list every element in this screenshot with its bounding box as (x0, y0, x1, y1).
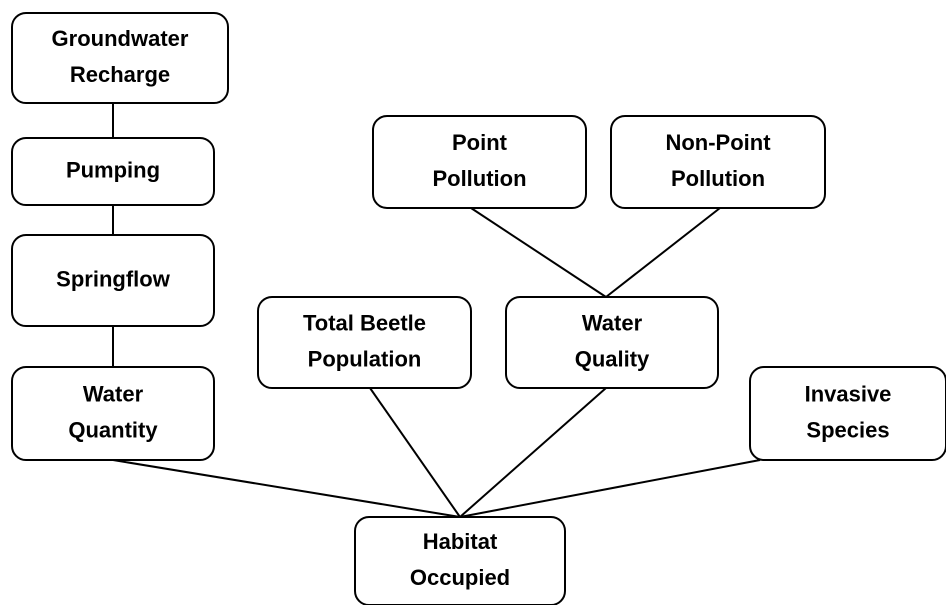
connectors (112, 103, 761, 518)
node-label: Population (308, 346, 422, 371)
node-label: Non-Point (665, 130, 771, 155)
node-box (11, 234, 215, 327)
node-label: Quality (575, 346, 650, 371)
node: Springflow (11, 234, 215, 327)
node-label: Recharge (70, 62, 170, 87)
node: Water Quality (505, 296, 719, 389)
connector (459, 387, 607, 518)
node: Water Quantity (11, 366, 215, 461)
node-label: Point (452, 130, 508, 155)
node-box (372, 115, 587, 209)
node-label: Water (83, 381, 144, 406)
node-box (505, 296, 719, 389)
node-label: Invasive (805, 381, 892, 406)
connector (369, 387, 461, 518)
node: Habitat Occupied (354, 516, 566, 605)
node-label: Quantity (68, 417, 158, 442)
node-box (257, 296, 472, 389)
connector (459, 459, 761, 518)
node-label: Pollution (432, 166, 526, 191)
node: Groundwater Recharge (11, 12, 229, 104)
node-label: Pumping (66, 157, 160, 182)
node-label: Water (582, 310, 643, 335)
node-box (11, 366, 215, 461)
node: Total Beetle Population (257, 296, 472, 389)
node-box (749, 366, 946, 461)
node-box (354, 516, 566, 605)
node: Point Pollution (372, 115, 587, 209)
node-label: Occupied (410, 565, 510, 590)
node-label: Species (806, 417, 889, 442)
connector (605, 207, 721, 298)
node: Pumping (11, 137, 215, 206)
connector (470, 207, 607, 298)
connector (112, 459, 461, 518)
node-box (610, 115, 826, 209)
node: Invasive Species (749, 366, 946, 461)
node-label: Total Beetle (303, 310, 426, 335)
node-label: Springflow (56, 266, 171, 291)
node-label: Groundwater (52, 26, 189, 51)
node-box (11, 137, 215, 206)
node-label: Habitat (423, 529, 498, 554)
node-label: Pollution (671, 166, 765, 191)
node-box (11, 12, 229, 104)
nodes: Groundwater Recharge Pumping Springflow Wate… (11, 12, 946, 605)
node: Non-Point Pollution (610, 115, 826, 209)
